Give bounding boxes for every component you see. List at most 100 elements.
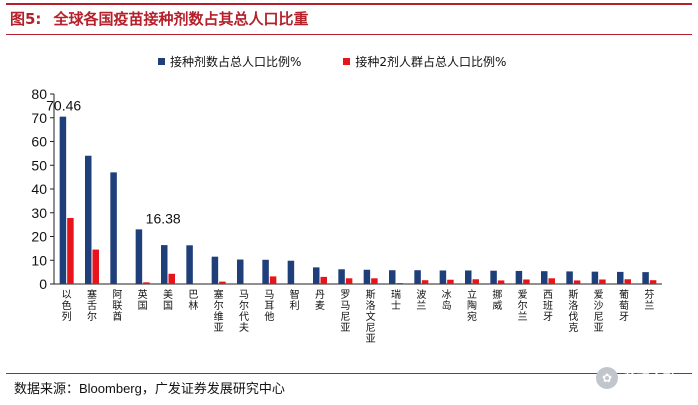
bar-two-doses xyxy=(649,280,657,284)
x-category-label: 智利 xyxy=(290,288,300,312)
x-category-char: 丹 xyxy=(315,289,325,301)
x-category-label: 瑞士 xyxy=(391,289,401,312)
x-category-char: 萄 xyxy=(619,299,629,312)
x-category-char: 瑞 xyxy=(391,289,401,301)
data-label: 16.38 xyxy=(146,210,181,226)
bar-two-doses xyxy=(320,276,327,284)
x-category-char: 尔 xyxy=(214,299,224,312)
x-category-char: 爱 xyxy=(518,288,528,301)
x-category-char: 麦 xyxy=(315,300,325,312)
bar-doses xyxy=(237,259,244,284)
x-category-label: 波兰 xyxy=(416,288,426,312)
bar-doses xyxy=(541,271,548,284)
bar-two-doses xyxy=(599,279,606,284)
x-category-char: 冰 xyxy=(442,288,452,301)
bar-doses xyxy=(110,172,117,284)
bar-doses xyxy=(59,116,67,284)
x-category-char: 林 xyxy=(188,299,198,312)
figure-label: 图5: xyxy=(10,10,42,28)
top-rule xyxy=(6,3,692,5)
title-rule xyxy=(6,34,692,35)
x-category-char: 波 xyxy=(416,288,426,301)
bar-two-doses xyxy=(624,279,631,284)
x-category-char: 牙 xyxy=(543,311,553,323)
x-category-char: 兰 xyxy=(644,299,654,312)
x-category-char: 亚 xyxy=(594,323,604,334)
x-category-char: 马 xyxy=(239,289,249,301)
legend-swatch-two-doses xyxy=(343,58,351,65)
bar-two-doses xyxy=(345,278,353,284)
x-category-char: 利 xyxy=(290,300,300,312)
bar-two-doses xyxy=(219,281,226,284)
x-category-char: 挪 xyxy=(492,288,502,301)
x-category-label: 芬兰 xyxy=(644,289,654,312)
x-category-char: 士 xyxy=(391,299,401,312)
chart-title: 全球各国疫苗接种剂数占其总人口比重 xyxy=(53,10,309,28)
x-category-char: 美 xyxy=(163,288,173,301)
x-category-char: 马 xyxy=(264,289,274,301)
x-category-char: 洛 xyxy=(568,299,578,312)
x-category-char: 斯 xyxy=(366,288,376,301)
x-category-char: 酋 xyxy=(112,310,122,323)
x-category-char: 宛 xyxy=(467,310,477,323)
x-category-label: 立陶宛 xyxy=(467,288,477,323)
x-category-char: 陶 xyxy=(467,299,477,312)
x-category-label: 阿联酋 xyxy=(112,289,122,323)
x-category-char: 威 xyxy=(492,299,502,312)
bar-two-doses xyxy=(67,217,74,284)
y-tick-label: 80 xyxy=(31,86,47,102)
x-category-char: 舌 xyxy=(87,300,97,312)
x-category-char: 国 xyxy=(138,300,148,312)
x-category-label: 西班牙 xyxy=(543,290,553,323)
y-tick-label: 10 xyxy=(31,252,47,268)
x-category-char: 芬 xyxy=(644,289,654,301)
legend-label-doses: 接种剂数占总人口比例% xyxy=(170,55,302,69)
bar-doses xyxy=(161,245,168,284)
bar-two-doses xyxy=(447,279,454,284)
x-category-label: 以色列 xyxy=(62,290,72,323)
x-category-char: 尔 xyxy=(239,299,249,312)
y-tick-label: 70 xyxy=(31,110,47,126)
bar-two-doses xyxy=(548,278,555,284)
bar-two-doses xyxy=(92,249,99,284)
bar-doses xyxy=(363,269,371,284)
x-category-char: 亚 xyxy=(366,334,376,345)
bar-two-doses xyxy=(371,278,378,284)
x-category-char: 阿 xyxy=(112,289,122,301)
x-category-char: 色 xyxy=(62,299,72,312)
x-category-char: 伐 xyxy=(568,311,578,323)
data-label: 70.46 xyxy=(46,98,81,114)
x-category-char: 班 xyxy=(543,300,553,312)
bar-two-doses xyxy=(573,280,581,284)
x-category-char: 亚 xyxy=(214,323,224,334)
x-category-char: 洛 xyxy=(366,299,376,312)
bar-two-doses xyxy=(472,279,479,284)
bar-doses xyxy=(591,271,599,284)
x-category-char: 智 xyxy=(290,288,300,301)
x-category-label: 美国 xyxy=(163,288,173,312)
x-category-char: 牙 xyxy=(619,311,629,323)
x-category-char: 国 xyxy=(163,300,173,312)
bar-doses xyxy=(414,270,421,284)
x-category-label: 罗马尼亚 xyxy=(340,289,350,334)
x-category-char: 葡 xyxy=(619,288,629,301)
y-tick-label: 30 xyxy=(31,205,47,221)
bar-two-doses xyxy=(269,276,277,284)
x-category-char: 巴 xyxy=(188,289,198,301)
x-category-label: 葡萄牙 xyxy=(619,288,629,323)
x-category-char: 克 xyxy=(568,322,578,334)
x-category-char: 沙 xyxy=(594,300,604,312)
x-category-label: 塞舌尔 xyxy=(87,288,97,323)
bar-two-doses xyxy=(143,282,150,284)
bar-doses xyxy=(338,269,345,284)
bar-doses xyxy=(617,271,624,284)
wechat-icon: ✿ xyxy=(596,367,618,389)
y-tick-label: 40 xyxy=(31,181,47,197)
bar-two-doses xyxy=(168,273,175,284)
figure-title: 图5: 全球各国疫苗接种剂数占其总人口比重 xyxy=(10,8,308,29)
x-category-label: 马耳他 xyxy=(264,289,274,323)
x-category-char: 尼 xyxy=(366,322,376,334)
chart-legend: 接种剂数占总人口比例% 接种2剂人群占总人口比例% xyxy=(158,53,506,70)
x-category-char: 尼 xyxy=(340,311,350,323)
